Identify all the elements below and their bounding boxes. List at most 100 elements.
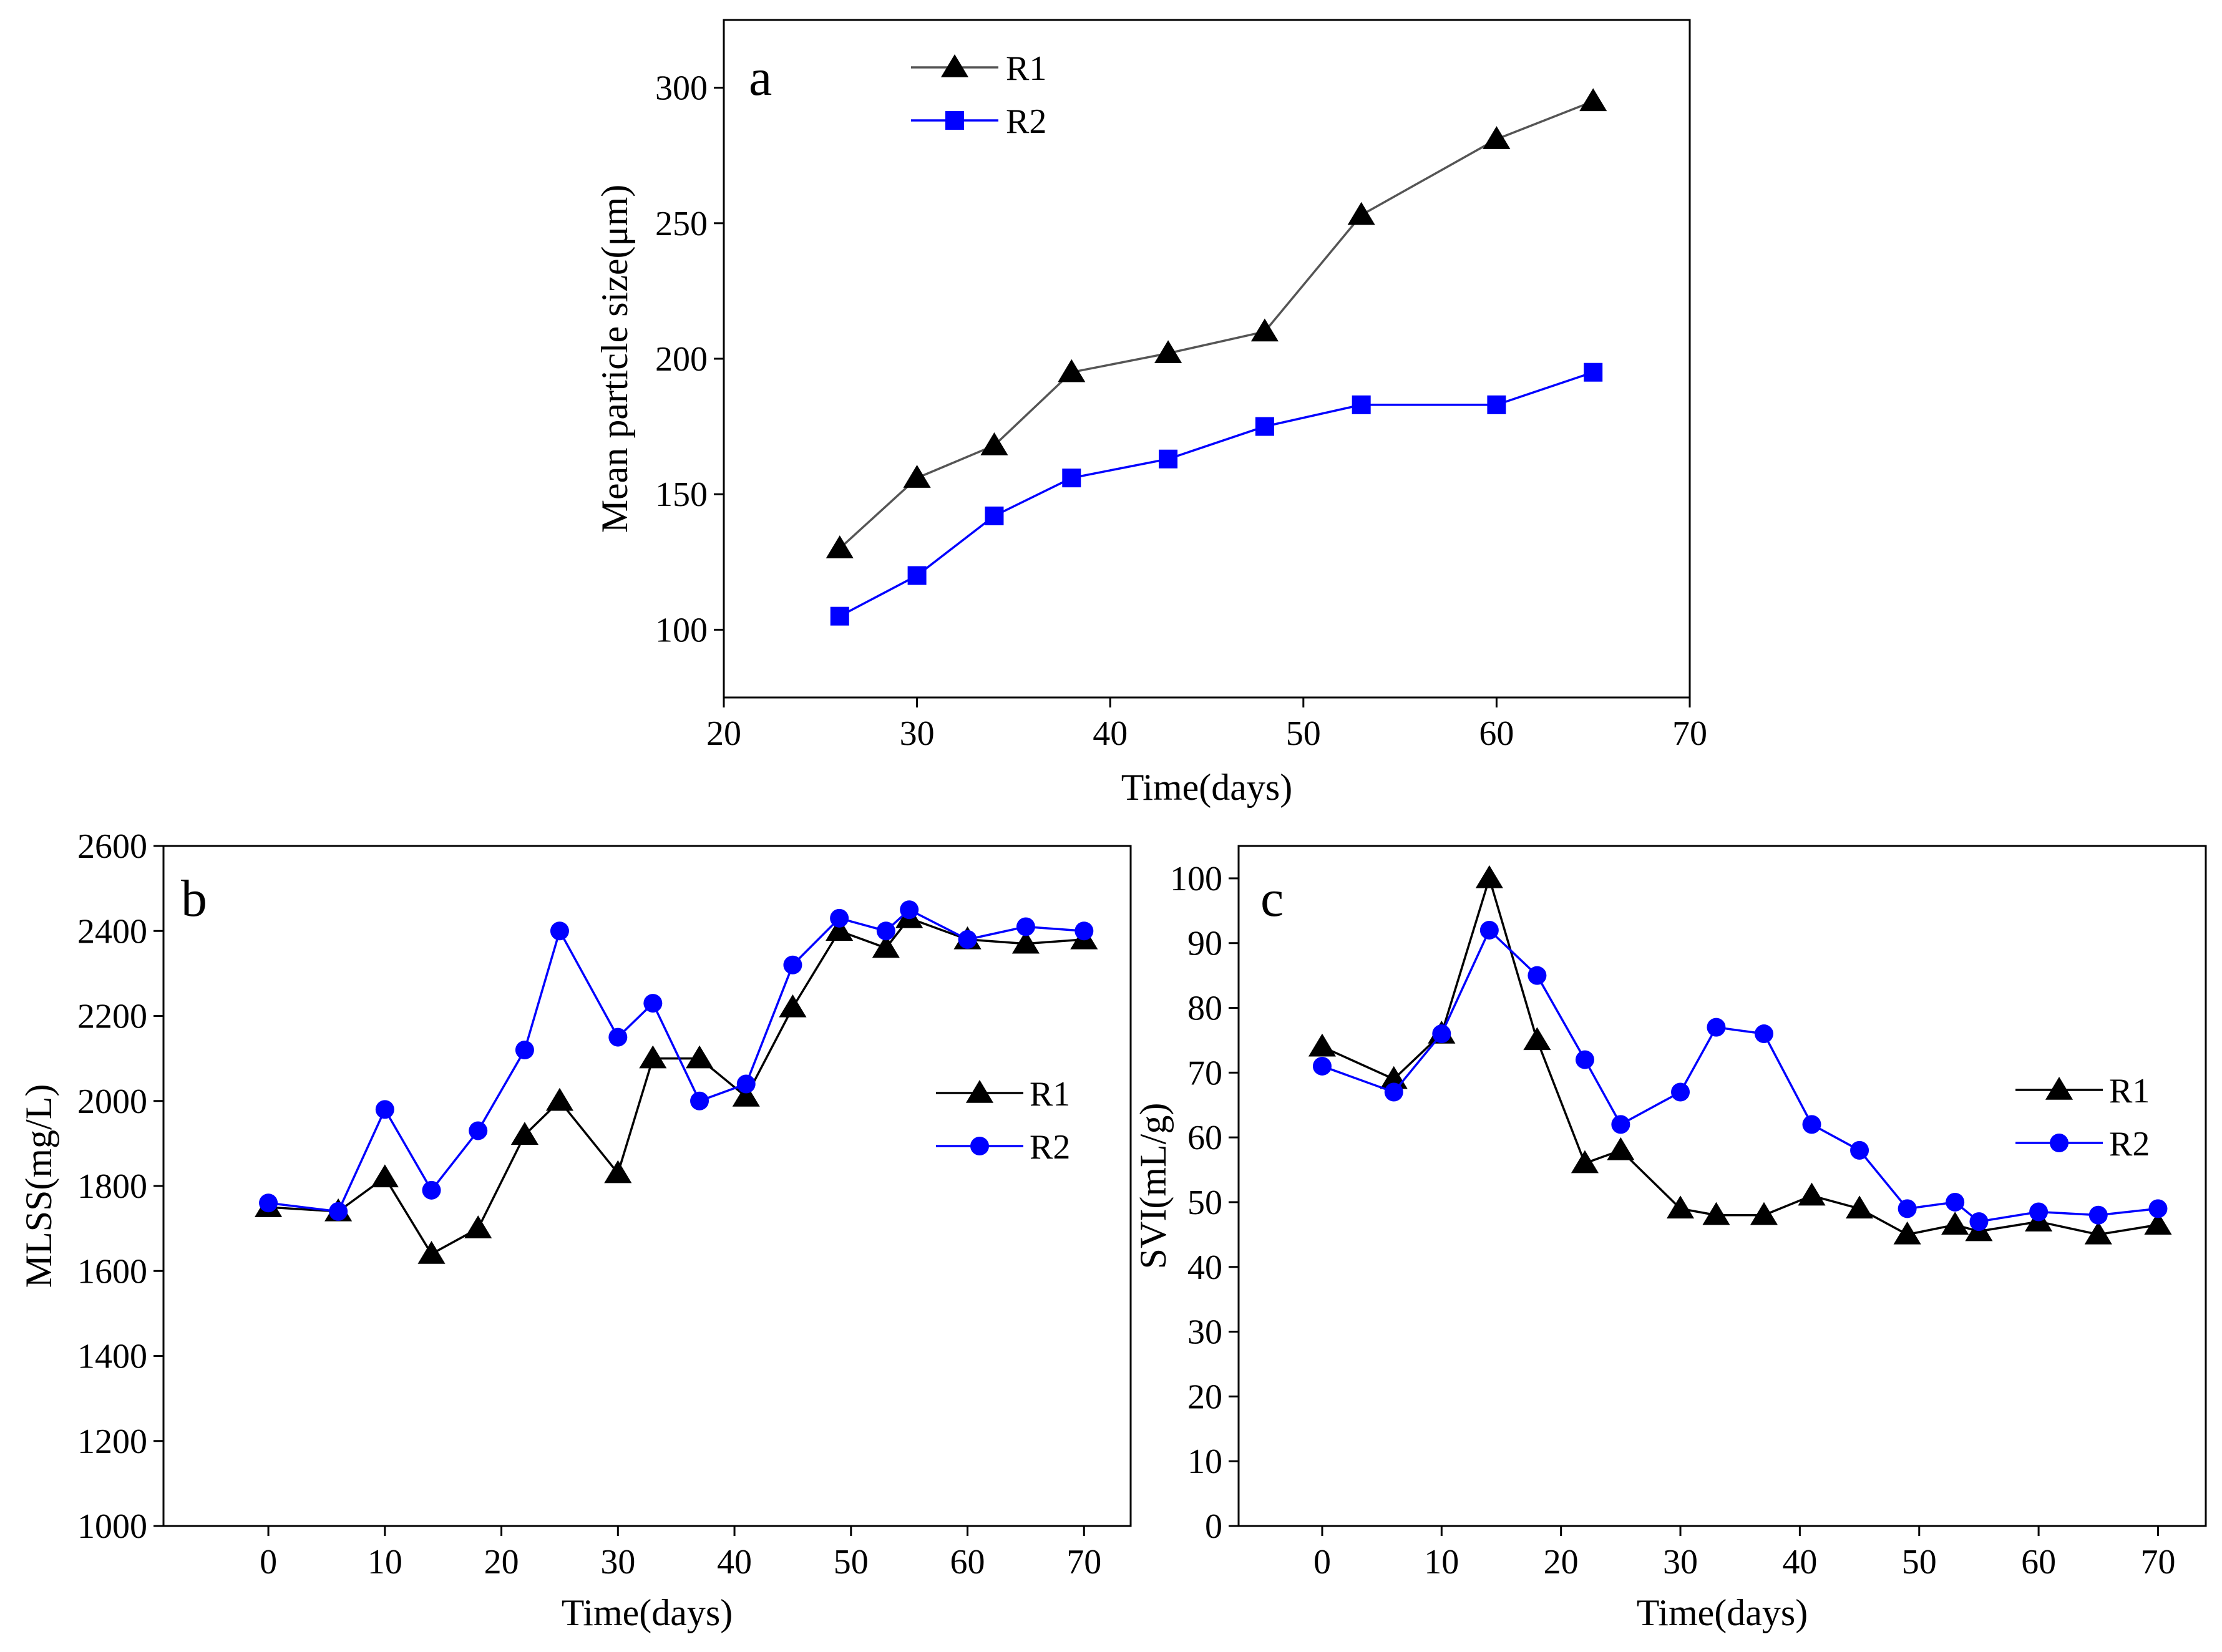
x-tick-label: 40 [1093, 714, 1128, 753]
data-point [1750, 1202, 1778, 1225]
data-point [422, 1180, 441, 1200]
plot-frame [723, 19, 1691, 699]
legend-label: R2 [2109, 1125, 2150, 1164]
legend-label: R2 [1006, 102, 1046, 141]
data-point [1575, 1050, 1594, 1069]
data-point [1159, 449, 1178, 469]
y-tick-label: 100 [1170, 860, 1222, 898]
data-point [417, 1241, 446, 1264]
data-point [779, 994, 807, 1018]
data-point [907, 566, 927, 585]
data-point [1754, 1024, 1773, 1044]
series-R2 [830, 362, 1603, 626]
data-point [329, 1202, 348, 1221]
data-point [550, 921, 569, 941]
data-point [1528, 966, 1547, 985]
x-tick-label: 60 [2021, 1543, 2056, 1582]
data-point [1483, 126, 1511, 149]
chart-panel-c: 0 10 20 30 40 50 60 70 0 10 20 30 40 50 60 70 80 90 100 Tim… [1133, 845, 2207, 1633]
data-point [783, 955, 802, 974]
chart-panel-a: 20 30 40 50 60 70 100 150 200 250 300 Time(days) Mea… [594, 19, 1707, 808]
data-point [690, 1091, 709, 1110]
legend-marker [2050, 1134, 2069, 1152]
x-tick-label: 50 [834, 1543, 869, 1582]
x-axis-title: Time(days) [1121, 767, 1292, 808]
legend-marker [970, 1137, 989, 1155]
data-point [1798, 1182, 1826, 1206]
data-point [1312, 1056, 1332, 1076]
data-point [985, 506, 1004, 525]
data-point [1611, 1115, 1630, 1134]
series-line [268, 908, 1084, 1213]
legend-label: R2 [1030, 1128, 1070, 1167]
x-tick-label: 40 [1782, 1543, 1817, 1582]
data-point [1074, 921, 1094, 941]
y-tick-label: 1200 [77, 1422, 147, 1461]
x-tick-label: 60 [950, 1543, 985, 1582]
series-line [1322, 928, 2158, 1223]
data-point [1062, 469, 1081, 488]
y-tick-label: 10 [1187, 1442, 1222, 1481]
data-point [2148, 1199, 2168, 1218]
data-point [1154, 340, 1182, 364]
y-tick-label: 2600 [77, 827, 147, 866]
data-point [830, 908, 849, 928]
data-point [1671, 1082, 1690, 1102]
data-point [371, 1164, 399, 1188]
y-tick-label: 250 [655, 205, 708, 243]
data-point [1802, 1115, 1821, 1134]
data-point [1011, 930, 1040, 954]
data-point [903, 465, 931, 488]
legend-marker [2045, 1077, 2073, 1100]
y-tick-label: 300 [655, 69, 708, 108]
data-point [1666, 1195, 1695, 1219]
data-point [1347, 202, 1375, 225]
data-point [545, 1087, 573, 1111]
legend-label: R1 [2109, 1072, 2150, 1110]
data-point [2088, 1205, 2108, 1225]
data-point [1571, 1150, 1599, 1173]
series-R1 [1308, 865, 2172, 1245]
x-tick-label: 70 [2140, 1543, 2175, 1582]
panel-label: c [1260, 870, 1284, 928]
data-point [469, 1121, 488, 1140]
legend-label: R1 [1006, 49, 1046, 88]
data-point [1384, 1082, 1403, 1102]
y-tick-label: 1000 [77, 1507, 147, 1546]
data-point [732, 1083, 760, 1107]
x-tick-label: 20 [1544, 1543, 1579, 1582]
y-axis-title: SVI(mL/g) [1133, 1103, 1174, 1270]
series-line [839, 371, 1594, 618]
x-axis-title: Time(days) [562, 1592, 733, 1633]
series-line [839, 100, 1594, 550]
data-point [872, 935, 900, 958]
data-point [1702, 1202, 1730, 1225]
y-tick-label: 2400 [77, 912, 147, 951]
data-point [1607, 1137, 1635, 1160]
data-point [2144, 1212, 2172, 1235]
y-axis-title: MLSS(mg/L) [18, 1084, 59, 1288]
data-point [1584, 362, 1603, 382]
series-R2 [259, 900, 1094, 1221]
y-tick-label: 1600 [77, 1252, 147, 1291]
data-point [900, 900, 919, 920]
y-tick-label: 2000 [77, 1082, 147, 1121]
x-tick-label: 20 [484, 1543, 519, 1582]
data-point [2029, 1202, 2049, 1222]
legend-label: R1 [1030, 1075, 1070, 1114]
x-tick-label: 30 [900, 714, 935, 753]
legend-marker [940, 54, 969, 77]
y-tick-label: 200 [655, 340, 708, 379]
panel-label: a [749, 49, 772, 107]
legend-marker [965, 1080, 994, 1103]
data-point [1352, 395, 1371, 414]
data-point [510, 1122, 538, 1145]
legend-marker [945, 111, 964, 130]
x-tick-label: 50 [1286, 714, 1321, 753]
data-point [1893, 1221, 1921, 1245]
y-tick-label: 1800 [77, 1167, 147, 1206]
series-R2 [1312, 920, 2168, 1232]
data-point [1475, 865, 1503, 888]
x-tick-label: 20 [706, 714, 741, 753]
data-point [1308, 1033, 1337, 1057]
